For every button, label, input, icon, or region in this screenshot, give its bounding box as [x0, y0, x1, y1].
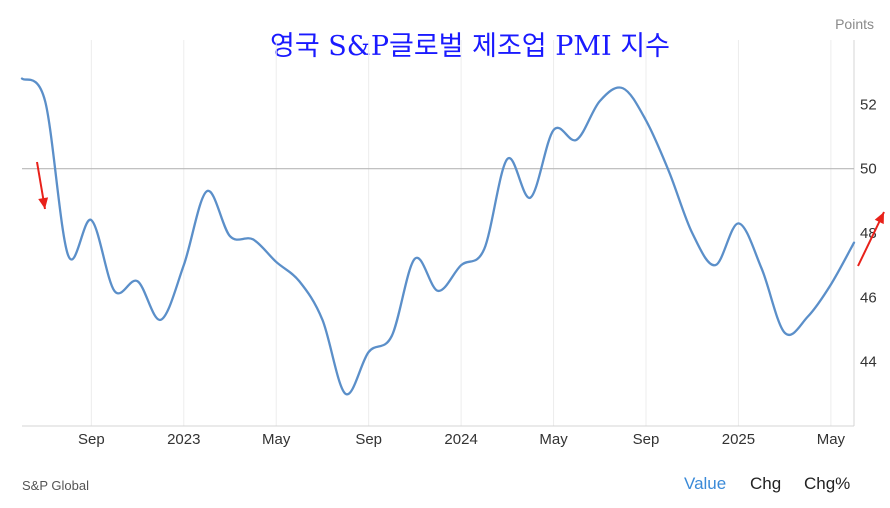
y-tick-label: 46 [860, 289, 877, 306]
axes [22, 40, 855, 427]
annotation-arrows [36, 161, 885, 267]
x-tick-labels: Sep 2023 May Sep 2024 May Sep 2025 May [78, 431, 846, 448]
unit-label: Points [835, 16, 874, 32]
x-tick-label: 2024 [444, 431, 477, 448]
x-tick-label: 2025 [722, 431, 755, 448]
tab-chg-percent[interactable]: Chg% [804, 474, 851, 493]
tab-value[interactable]: Value [684, 474, 727, 493]
series-layer [20, 77, 856, 396]
view-tabs: Value Chg Chg% [660, 474, 860, 498]
x-tick-label: Sep [78, 431, 105, 448]
x-tick-label: May [539, 431, 568, 448]
x-tick-label: May [817, 431, 846, 448]
x-tick-label: Sep [633, 431, 660, 448]
y-tick-label: 50 [860, 161, 877, 178]
y-tick-label: 44 [860, 354, 877, 371]
gridlines [90, 40, 832, 426]
annotation-arrow [36, 161, 49, 210]
x-tick-label: May [262, 431, 291, 448]
chart-title: 영국 S&P글로벌 제조업 PMI 지수 [270, 31, 670, 62]
series-line [20, 77, 856, 396]
source-label: S&P Global [22, 478, 89, 493]
tab-chg[interactable]: Chg [750, 474, 782, 493]
x-tick-label: 2023 [167, 431, 200, 448]
y-tick-label: 52 [860, 96, 877, 113]
x-tick-label: Sep [355, 431, 382, 448]
annotation-arrow [857, 211, 885, 267]
